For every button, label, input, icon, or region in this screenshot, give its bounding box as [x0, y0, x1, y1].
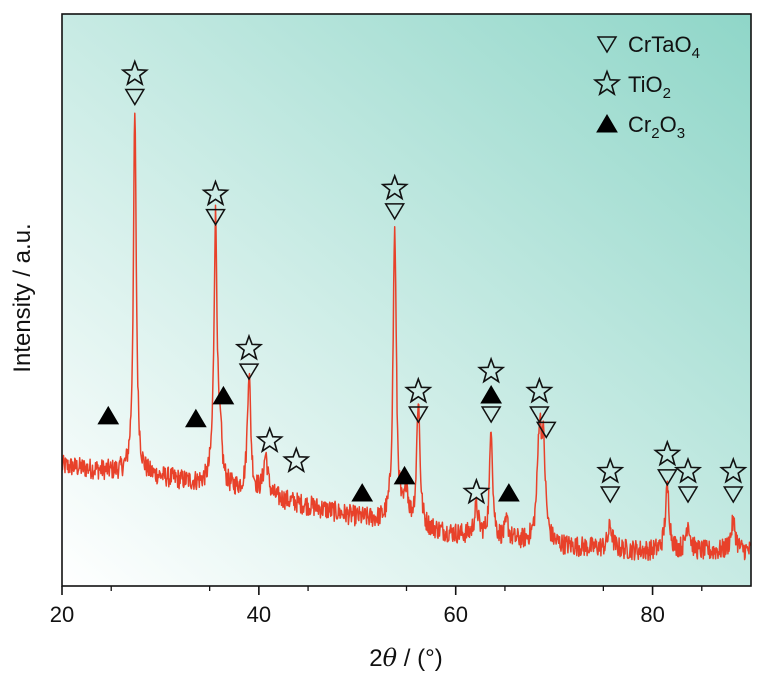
tio2-star-icon [719, 456, 748, 484]
tio2-star-icon [653, 439, 682, 467]
peak-marker [719, 456, 748, 504]
peak-marker [462, 477, 491, 505]
legend-item: TiO2 [592, 69, 671, 102]
legend-label: CrTaO4 [628, 32, 700, 62]
tio2-star-icon [201, 179, 230, 207]
crtao4-triangle-down-icon [124, 88, 146, 106]
legend: CrTaO4 TiO2 Cr2O3 [592, 32, 700, 142]
x-axis-title-theta: θ [383, 644, 398, 672]
peak-marker [212, 385, 235, 405]
peak-marker [184, 408, 207, 428]
tio2-star-icon [477, 356, 506, 384]
peak-marker [380, 173, 409, 221]
legend-item: Cr2O3 [596, 112, 685, 142]
x-axis-title: 2θ / (°) [369, 644, 442, 672]
crtao4-triangle-down-icon [657, 469, 678, 487]
crtao4-triangle-down-icon [529, 406, 550, 424]
crtao4-triangle-down-icon [407, 406, 429, 424]
cr2o3-triangle-up-icon [212, 385, 235, 405]
tio2-star-icon [462, 477, 491, 505]
crtao4-triangle-down-icon [677, 486, 699, 504]
peak-marker [535, 421, 557, 439]
crtao4-triangle-down-icon [596, 36, 618, 54]
crtao4-triangle-down-icon [384, 203, 406, 221]
tio2-star-icon [596, 456, 625, 484]
peak-marker [255, 426, 284, 454]
peak-marker [673, 456, 703, 504]
tio2-star-icon [120, 59, 149, 86]
crtao4-triangle-down-icon [480, 406, 502, 424]
peak-marker [404, 376, 433, 424]
tio2-star-icon [234, 333, 264, 361]
tio2-star-icon [525, 376, 554, 404]
tio2-star-icon [380, 173, 409, 201]
peak-marker [234, 333, 264, 381]
xrd-pattern-line [62, 112, 751, 561]
phase-markers [97, 59, 748, 505]
tio2-star-icon [282, 446, 311, 473]
peak-marker [525, 376, 554, 424]
tio2-star-icon [673, 456, 703, 484]
cr2o3-triangle-up-icon [351, 483, 374, 502]
x-axis: 20 40 60 80 [50, 586, 703, 627]
peak-marker [120, 59, 149, 106]
peak-marker [477, 356, 506, 424]
x-tick-label: 40 [247, 602, 271, 627]
cr2o3-triangle-up-icon [596, 114, 618, 133]
cr2o3-triangle-up-icon [97, 405, 120, 425]
cr2o3-triangle-up-icon [393, 465, 416, 485]
tio2-star-icon [255, 426, 284, 454]
cr2o3-triangle-up-icon [497, 483, 520, 502]
peak-marker [351, 483, 374, 502]
peak-marker [497, 483, 520, 502]
crtao4-triangle-down-icon [535, 421, 557, 439]
cr2o3-triangle-up-icon [184, 408, 207, 428]
x-tick-label: 60 [443, 602, 467, 627]
x-tick-label: 20 [50, 602, 74, 627]
peak-marker [282, 446, 311, 473]
crtao4-triangle-down-icon [722, 486, 744, 504]
crtao4-triangle-down-icon [205, 208, 226, 227]
legend-label: Cr2O3 [628, 112, 685, 142]
peak-marker [653, 439, 682, 487]
legend-item: CrTaO4 [596, 32, 700, 62]
peak-marker [97, 405, 120, 425]
tio2-star-icon [404, 376, 433, 404]
legend-label: TiO2 [628, 72, 671, 102]
x-tick-label: 80 [640, 602, 664, 627]
peak-marker [596, 456, 625, 504]
plot-background [62, 14, 751, 586]
y-axis-title: Intensity / a.u. [9, 223, 36, 372]
cr2o3-triangle-up-icon [480, 384, 503, 404]
peak-marker [201, 179, 230, 227]
crtao4-triangle-down-icon [238, 363, 260, 381]
peak-marker [393, 465, 416, 485]
crtao4-triangle-down-icon [599, 486, 621, 504]
tio2-star-icon [592, 69, 622, 96]
